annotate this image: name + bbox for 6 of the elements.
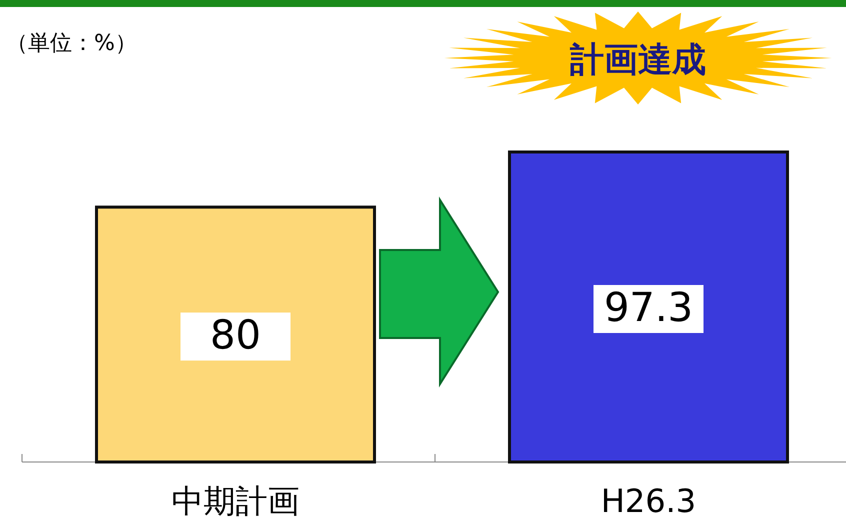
x-tick-label: H26.3 (600, 482, 696, 520)
data-label: 97.3 (604, 285, 694, 331)
x-tick-label: 中期計画 (172, 482, 300, 520)
text: 計画達成 (569, 40, 706, 80)
text: （単位：%） (6, 31, 137, 56)
data-label: 80 (210, 312, 261, 359)
